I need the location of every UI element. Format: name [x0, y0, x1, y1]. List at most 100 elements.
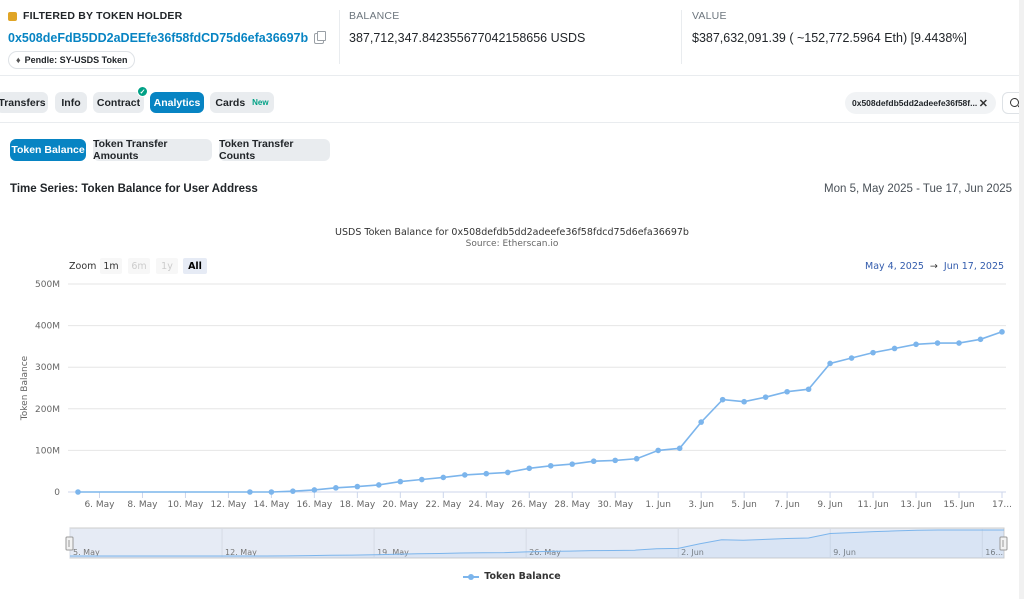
- data-point: [934, 340, 941, 346]
- holder-column: FILTERED BY TOKEN HOLDER 0x508deFdB5DD2a…: [8, 10, 327, 69]
- chart-subtitle: Source: Etherscan.io: [465, 239, 559, 249]
- series-line: [78, 331, 1003, 493]
- tab-info[interactable]: Info: [55, 92, 87, 113]
- x-tick-label: 30. May: [597, 500, 633, 510]
- tab-bar: Transfers Info ✓ Contract Analytics Card…: [0, 86, 1024, 118]
- data-point: [440, 474, 447, 481]
- zoom-1y-button[interactable]: 1y: [156, 258, 178, 274]
- subtab-token-transfer-amounts[interactable]: Token Transfer Amounts: [93, 138, 212, 162]
- navigator-tick-label: 5. May: [73, 548, 100, 557]
- x-tick-label: 20. May: [382, 500, 418, 510]
- token-holder-summary: FILTERED BY TOKEN HOLDER 0x508deFdB5DD2a…: [0, 0, 1024, 76]
- tag-icon: ♦: [16, 55, 21, 65]
- navigator-tick-label: 12. May: [225, 548, 257, 557]
- data-point: [999, 329, 1005, 335]
- y-tick-label: 100M: [35, 446, 60, 456]
- x-tick-label: 8. May: [127, 500, 158, 510]
- arrow-right-icon: →: [929, 261, 938, 272]
- x-tick-label: 12. May: [211, 500, 247, 510]
- x-tick-label: 5. Jun: [731, 500, 757, 510]
- timeseries-title: Time Series: Token Balance for User Addr…: [10, 183, 258, 195]
- chart-title: USDS Token Balance for 0x508defdb5dd2ade…: [335, 227, 689, 238]
- clear-filter-icon[interactable]: ✕: [978, 97, 988, 110]
- data-point: [311, 487, 318, 493]
- tab-analytics[interactable]: Analytics: [150, 92, 204, 113]
- x-tick-label: 15. Jun: [943, 500, 974, 510]
- data-point: [784, 388, 790, 395]
- holder-label: FILTERED BY TOKEN HOLDER: [23, 10, 183, 22]
- legend-symbol: [463, 573, 480, 580]
- subtab-token-transfer-counts[interactable]: Token Transfer Counts: [219, 138, 330, 162]
- zoom-label: Zoom: [69, 261, 97, 272]
- navigator-area: [70, 530, 1004, 558]
- range-selector[interactable]: May 4, 2025 → Jun 17, 2025: [865, 261, 1004, 272]
- x-tick-label: 9. Jun: [817, 500, 843, 510]
- data-point: [461, 472, 468, 478]
- x-tick-label: 6. May: [84, 500, 115, 510]
- timeseries-date-range: Mon 5, May 2025 - Tue 17, Jun 2025: [824, 183, 1012, 195]
- tab-contract[interactable]: ✓ Contract: [93, 86, 148, 113]
- data-point: [419, 476, 425, 483]
- x-tick-label: 14. May: [254, 500, 290, 510]
- x-tick-label: 24. May: [468, 500, 504, 510]
- data-point: [762, 394, 769, 400]
- data-point: [719, 396, 726, 403]
- search-button[interactable]: [1002, 92, 1024, 114]
- data-point: [504, 469, 511, 476]
- navigator-tick-label: 9. Jun: [833, 548, 856, 557]
- search-icon: [1010, 98, 1019, 107]
- copy-icon[interactable]: [314, 30, 327, 44]
- data-point: [827, 360, 833, 367]
- data-point: [354, 483, 361, 490]
- data-point: [698, 419, 704, 425]
- data-point: [397, 478, 404, 485]
- data-point: [569, 461, 576, 467]
- y-tick-label: 0: [54, 488, 60, 498]
- tab-cards[interactable]: Cards New: [210, 92, 274, 113]
- range-to-input[interactable]: Jun 17, 2025: [943, 261, 1005, 272]
- page-scrollbar[interactable]: [1019, 0, 1024, 599]
- balance-value: 387,712,347.842355677042158656 USDS: [349, 31, 586, 45]
- x-tick-label: 22. May: [425, 500, 461, 510]
- x-tick-label: 1. Jun: [645, 500, 671, 510]
- y-tick-label: 500M: [35, 280, 60, 290]
- x-tick-label: 3. Jun: [688, 500, 714, 510]
- name-tag-label: Pendle: SY-USDS Token: [24, 55, 128, 65]
- holder-address-link[interactable]: 0x508deFdB5DD2aDEEfe36f58fdCD75d6efa3669…: [8, 31, 309, 45]
- zoom-1m-button[interactable]: 1m: [100, 258, 122, 274]
- holder-address-row: 0x508deFdB5DD2aDEEfe36f58fdCD75d6efa3669…: [8, 30, 327, 45]
- data-point: [612, 457, 619, 464]
- x-tick-label: 16. May: [296, 500, 332, 510]
- subtab-label: Token Balance: [11, 144, 85, 156]
- subtab-token-balance[interactable]: Token Balance: [10, 139, 86, 161]
- address-filter-chip[interactable]: 0x508defdb5dd2adeefe36f58f... ✕: [845, 92, 996, 114]
- tab-transfers[interactable]: Transfers: [0, 92, 48, 113]
- data-point: [805, 386, 812, 393]
- chart-legend[interactable]: Token Balance: [0, 571, 1024, 582]
- data-point: [526, 465, 533, 472]
- zoom-all-button[interactable]: All: [183, 258, 207, 274]
- legend-label: Token Balance: [484, 571, 561, 582]
- navigator-series-line: [70, 529, 1004, 557]
- tab-label: Transfers: [0, 96, 46, 109]
- data-point: [676, 445, 683, 452]
- verified-check-icon: ✓: [137, 86, 148, 97]
- tab-label: Info: [61, 96, 81, 109]
- x-tick-label: 13. Jun: [900, 500, 931, 510]
- y-axis-title: Token Balance: [20, 355, 30, 421]
- subtab-label: Token Transfer Counts: [219, 138, 294, 162]
- range-from-input[interactable]: May 4, 2025: [865, 261, 924, 272]
- data-point: [290, 488, 296, 494]
- x-tick-label: 11. Jun: [857, 500, 888, 510]
- value-column: VALUE $387,632,091.39 ( ~152,772.5964 Et…: [692, 10, 967, 45]
- tab-label: Cards: [215, 96, 246, 109]
- data-point: [848, 355, 855, 361]
- data-point: [633, 455, 640, 462]
- value-value: $387,632,091.39 ( ~152,772.5964 Eth) [9.…: [692, 31, 967, 45]
- zoom-6m-button[interactable]: 6m: [128, 258, 150, 274]
- data-point: [956, 340, 962, 346]
- data-point: [590, 458, 597, 465]
- x-tick-label: 18. May: [339, 500, 375, 510]
- name-tag-chip[interactable]: ♦ Pendle: SY-USDS Token: [8, 51, 136, 69]
- data-point: [547, 462, 554, 469]
